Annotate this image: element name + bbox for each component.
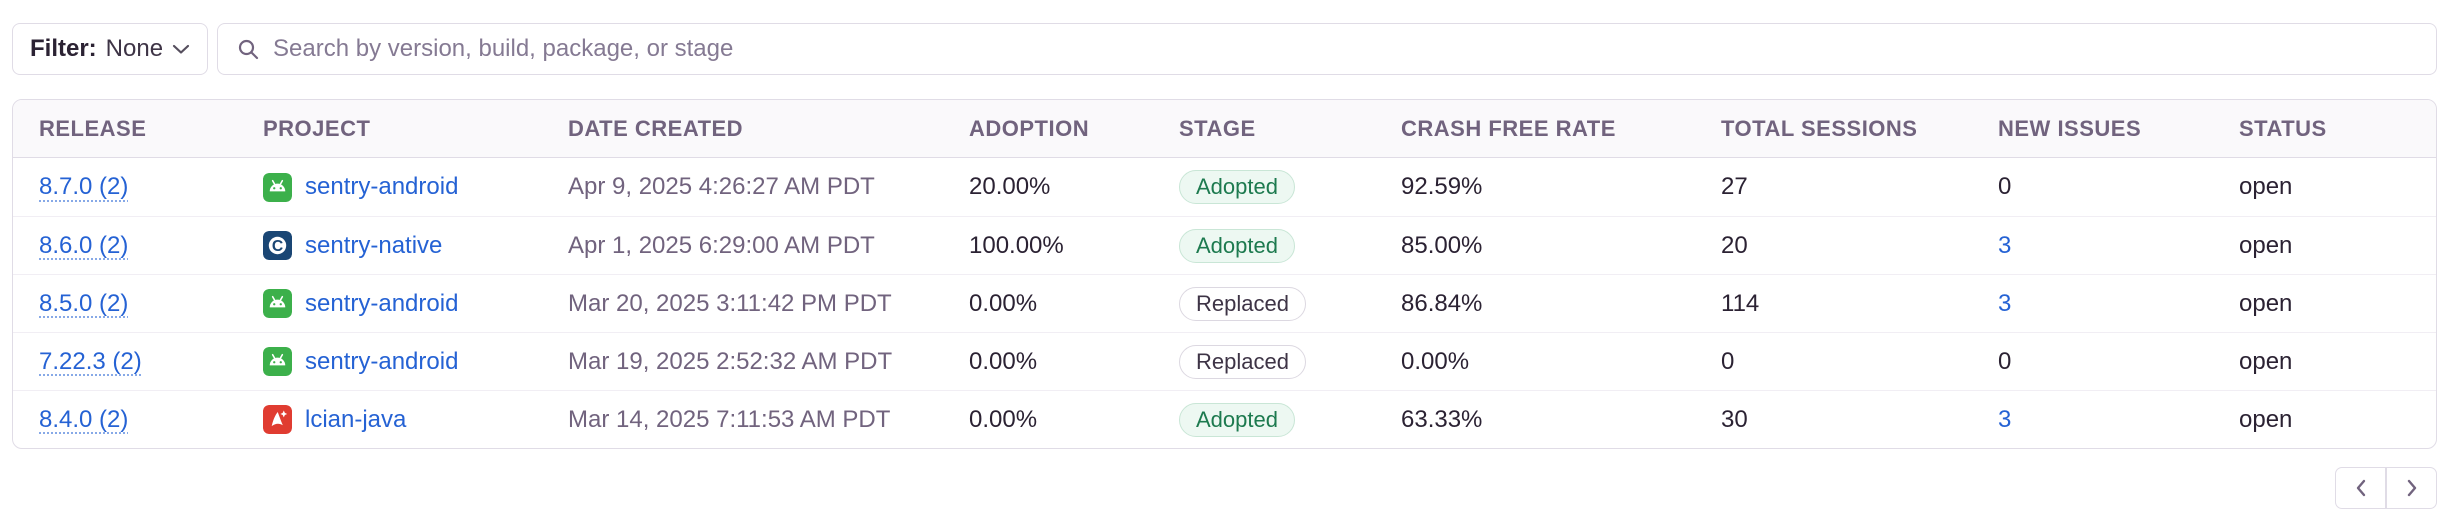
- total-sessions-cell: 20: [1695, 216, 1972, 274]
- crash-free-rate-cell: 63.33%: [1375, 390, 1695, 448]
- table-row: 8.4.0 (2) lcian-java Mar 14, 2025 7:11:5…: [13, 390, 2436, 448]
- next-page-button[interactable]: [2386, 467, 2437, 509]
- table-row: 8.7.0 (2) sentry-android Apr 9, 2025 4:2…: [13, 158, 2436, 216]
- total-sessions-cell: 0: [1695, 332, 1972, 390]
- toolbar: Filter: None: [12, 23, 2437, 75]
- search-input[interactable]: [273, 35, 2418, 63]
- total-sessions-cell: 114: [1695, 274, 1972, 332]
- previous-page-button[interactable]: [2335, 467, 2386, 509]
- project-link[interactable]: sentry-android: [305, 289, 459, 317]
- filter-button[interactable]: Filter: None: [12, 23, 209, 75]
- svg-text:C: C: [272, 238, 283, 255]
- release-link[interactable]: 8.7.0 (2): [39, 173, 129, 200]
- crash-free-rate-cell: 86.84%: [1375, 274, 1695, 332]
- filter-value: None: [105, 35, 164, 62]
- search-icon: [238, 39, 259, 60]
- project-link[interactable]: lcian-java: [305, 405, 407, 433]
- release-link[interactable]: 8.6.0 (2): [39, 231, 129, 259]
- date-created-cell: Mar 19, 2025 2:52:32 AM PDT: [542, 332, 943, 390]
- android-icon: [263, 347, 292, 376]
- status-cell: open: [2213, 332, 2436, 390]
- stage-badge: Adopted: [1179, 402, 1295, 437]
- total-sessions-cell: 30: [1695, 390, 1972, 448]
- project-link[interactable]: sentry-native: [305, 231, 443, 259]
- column-header-project: Project: [237, 100, 542, 158]
- release-link[interactable]: 8.4.0 (2): [39, 405, 129, 433]
- new-issues-cell: 0: [1998, 173, 2012, 200]
- project-link[interactable]: sentry-android: [305, 347, 459, 375]
- chevron-right-icon: [2407, 479, 2416, 497]
- date-created-cell: Apr 1, 2025 6:29:00 AM PDT: [542, 216, 943, 274]
- status-cell: open: [2213, 274, 2436, 332]
- table-row: 7.22.3 (2) sentry-android Mar 19, 2025 2…: [13, 332, 2436, 390]
- new-issues-cell: 0: [1972, 332, 2213, 390]
- table-row: 8.6.0 (2) C sentry-native Apr 1, 2025 6:…: [13, 216, 2436, 274]
- project-link[interactable]: sentry-android: [305, 173, 459, 200]
- column-header-total-sessions: Total Sessions: [1695, 100, 1972, 158]
- column-header-status: Status: [2213, 100, 2436, 158]
- chevron-left-icon: [2356, 479, 2365, 497]
- table-row: 8.5.0 (2) sentry-android Mar 20, 2025 3:…: [13, 274, 2436, 332]
- adoption-cell: 0.00%: [943, 332, 1153, 390]
- android-icon: [263, 289, 292, 318]
- date-created-cell: Apr 9, 2025 4:26:27 AM PDT: [568, 173, 875, 200]
- new-issues-link[interactable]: 3: [1998, 231, 2012, 259]
- pagination: [12, 467, 2437, 509]
- new-issues-link[interactable]: 3: [1998, 405, 2012, 433]
- adoption-cell: 0.00%: [943, 390, 1153, 448]
- adoption-cell: 20.00%: [969, 173, 1051, 200]
- stage-badge: Adopted: [1179, 228, 1295, 263]
- column-header-adoption: Adoption: [943, 100, 1153, 158]
- crash-free-rate-cell: 92.59%: [1401, 173, 1483, 200]
- crash-free-rate-cell: 0.00%: [1375, 332, 1695, 390]
- chevron-down-icon: [172, 44, 190, 54]
- stage-badge: Replaced: [1179, 344, 1306, 379]
- release-link[interactable]: 7.22.3 (2): [39, 347, 142, 375]
- stage-badge: Adopted: [1179, 170, 1295, 204]
- status-cell: open: [2239, 173, 2293, 200]
- release-link[interactable]: 8.5.0 (2): [39, 289, 129, 317]
- column-header-new-issues: New Issues: [1972, 100, 2213, 158]
- date-created-cell: Mar 14, 2025 7:11:53 AM PDT: [542, 390, 943, 448]
- date-created-cell: Mar 20, 2025 3:11:42 PM PDT: [542, 274, 943, 332]
- crash-free-rate-cell: 85.00%: [1375, 216, 1695, 274]
- android-icon: [263, 172, 292, 202]
- stage-badge: Replaced: [1179, 286, 1306, 321]
- filter-label: Filter:: [30, 35, 97, 62]
- column-header-stage: Stage: [1153, 100, 1375, 158]
- status-cell: open: [2213, 390, 2436, 448]
- column-header-crash-free-rate: Crash Free Rate: [1375, 100, 1695, 158]
- table-header-row: Release Project Date Created Adoption St…: [13, 100, 2436, 158]
- adoption-cell: 0.00%: [943, 274, 1153, 332]
- search-bar[interactable]: [217, 23, 2437, 75]
- status-cell: open: [2213, 216, 2436, 274]
- new-issues-link[interactable]: 3: [1998, 289, 2012, 317]
- releases-table: Release Project Date Created Adoption St…: [12, 99, 2437, 449]
- c-language-icon: C: [263, 231, 292, 260]
- column-header-release: Release: [13, 100, 237, 158]
- column-header-date-created: Date Created: [542, 100, 943, 158]
- java-icon: [263, 405, 292, 434]
- total-sessions-cell: 27: [1721, 173, 1748, 200]
- adoption-cell: 100.00%: [943, 216, 1153, 274]
